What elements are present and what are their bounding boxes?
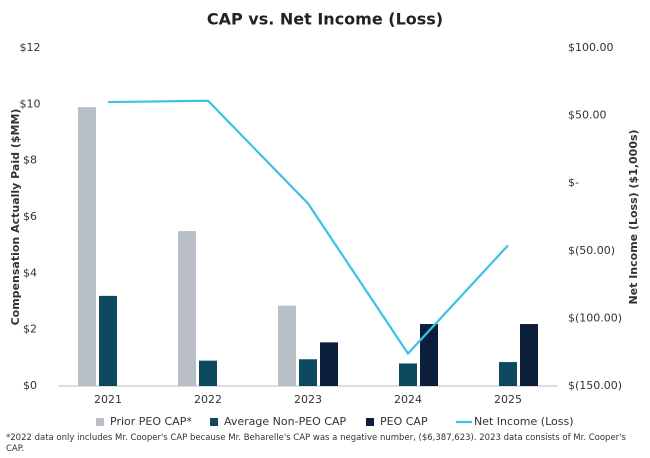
bar xyxy=(499,362,517,386)
y2-tick-label: $100.00 xyxy=(568,41,614,54)
y-tick-label: $4 xyxy=(23,266,37,279)
y-tick-label: $8 xyxy=(23,154,37,167)
y-tick-label: $2 xyxy=(23,323,37,336)
line-series xyxy=(107,99,509,356)
y-tick-label: $0 xyxy=(23,379,37,392)
legend-label: Prior PEO CAP* xyxy=(110,415,192,428)
bar xyxy=(299,359,317,386)
y2-axis-title: Net Income (Loss) ($1,000s) xyxy=(627,129,640,304)
legend-swatch xyxy=(96,418,104,426)
y-tick-label: $6 xyxy=(23,210,37,223)
y2-tick-label: $(150.00) xyxy=(568,379,622,392)
legend-label: Average Non-PEO CAP xyxy=(224,415,347,428)
x-tick-label: 2025 xyxy=(494,393,522,406)
bar xyxy=(178,231,196,386)
y2-tick-label: $(100.00) xyxy=(568,311,622,324)
y-tick-label: $10 xyxy=(20,97,41,110)
x-tick-label: 2022 xyxy=(194,393,222,406)
bar xyxy=(420,324,438,386)
y-axis-title: Compensation Actually Paid ($MM) xyxy=(9,109,22,326)
bar xyxy=(199,360,217,386)
bar xyxy=(320,342,338,386)
x-tick-label: 2023 xyxy=(294,393,322,406)
y2-tick-label: $50.00 xyxy=(568,109,607,122)
chart: CAP vs. Net Income (Loss) Compensation A… xyxy=(9,10,640,429)
bar xyxy=(78,107,96,387)
y2-tick-label: $- xyxy=(568,176,579,189)
y-tick-label: $12 xyxy=(20,41,41,54)
legend-label: Net Income (Loss) xyxy=(474,415,574,428)
legend-label: PEO CAP xyxy=(380,415,428,428)
bar xyxy=(278,305,296,386)
bar xyxy=(399,363,417,386)
bar xyxy=(520,324,538,386)
footnote: *2022 data only includes Mr. Cooper's CA… xyxy=(6,433,626,454)
x-tick-label: 2021 xyxy=(94,393,122,406)
x-tick-label: 2024 xyxy=(394,393,422,406)
chart-title: CAP vs. Net Income (Loss) xyxy=(207,10,443,29)
legend-swatch xyxy=(210,418,218,426)
y2-tick-label: $(50.00) xyxy=(568,244,615,257)
legend-swatch xyxy=(366,418,374,426)
bar xyxy=(99,295,117,386)
